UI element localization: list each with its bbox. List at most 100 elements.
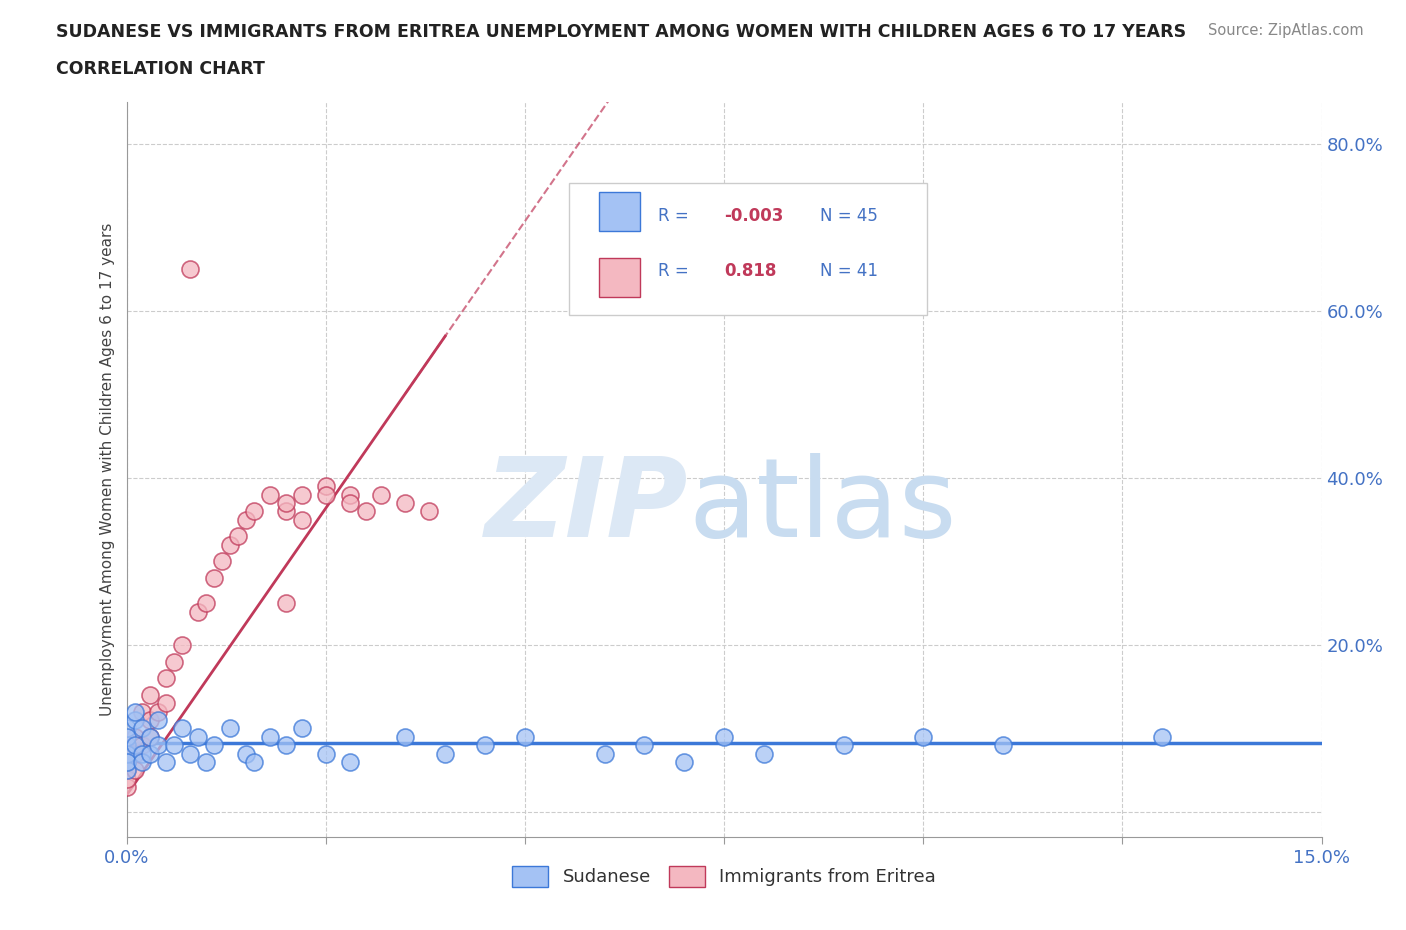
Point xyxy=(291,512,314,527)
Text: Source: ZipAtlas.com: Source: ZipAtlas.com xyxy=(1208,23,1364,38)
Point xyxy=(713,729,735,744)
Point xyxy=(513,729,536,744)
Text: R =: R = xyxy=(658,262,700,280)
Point xyxy=(172,638,194,653)
Point xyxy=(115,737,138,752)
Point xyxy=(202,737,225,752)
Point xyxy=(195,754,218,769)
Point xyxy=(243,754,266,769)
Point xyxy=(912,729,935,744)
Point xyxy=(131,721,153,736)
FancyBboxPatch shape xyxy=(568,183,928,315)
Point xyxy=(115,763,138,777)
Text: atlas: atlas xyxy=(688,453,956,560)
Point xyxy=(1152,729,1174,744)
Legend: Sudanese, Immigrants from Eritrea: Sudanese, Immigrants from Eritrea xyxy=(505,858,943,894)
Point xyxy=(991,737,1014,752)
Point xyxy=(226,529,249,544)
Point xyxy=(274,496,297,511)
Point xyxy=(394,729,416,744)
Point xyxy=(115,754,138,769)
Point xyxy=(673,754,696,769)
Point xyxy=(434,746,457,761)
Point xyxy=(291,721,314,736)
Point xyxy=(115,779,138,794)
Text: -0.003: -0.003 xyxy=(724,207,783,225)
Point xyxy=(202,571,225,586)
Point xyxy=(752,746,775,761)
Point xyxy=(259,487,281,502)
Point xyxy=(339,487,361,502)
Point xyxy=(832,737,855,752)
Point xyxy=(115,737,138,752)
Point xyxy=(418,504,440,519)
Point xyxy=(131,704,153,719)
Point xyxy=(148,737,170,752)
Point xyxy=(593,746,616,761)
Point xyxy=(219,538,242,552)
Point xyxy=(124,737,146,752)
Point xyxy=(131,737,153,752)
Point xyxy=(274,596,297,611)
Point xyxy=(274,504,297,519)
Point xyxy=(179,746,201,761)
Text: 0.818: 0.818 xyxy=(724,262,776,280)
Point xyxy=(163,737,186,752)
Point xyxy=(131,746,153,761)
Text: CORRELATION CHART: CORRELATION CHART xyxy=(56,60,266,78)
Point xyxy=(131,754,153,769)
Text: ZIP: ZIP xyxy=(485,453,688,560)
Point xyxy=(115,721,138,736)
Point xyxy=(315,487,337,502)
Point xyxy=(115,754,138,769)
Point xyxy=(124,746,146,761)
Point xyxy=(139,729,162,744)
Point xyxy=(115,729,138,744)
Point xyxy=(139,687,162,702)
Point xyxy=(195,596,218,611)
Point xyxy=(259,729,281,744)
Point xyxy=(187,604,209,619)
Point xyxy=(155,754,177,769)
Point xyxy=(115,754,138,769)
Point xyxy=(394,496,416,511)
Text: N = 41: N = 41 xyxy=(820,262,877,280)
Y-axis label: Unemployment Among Women with Children Ages 6 to 17 years: Unemployment Among Women with Children A… xyxy=(100,223,115,716)
Point xyxy=(115,771,138,786)
Point xyxy=(124,763,146,777)
Point xyxy=(243,504,266,519)
Point xyxy=(633,737,655,752)
Point xyxy=(291,487,314,502)
Point xyxy=(339,496,361,511)
Point xyxy=(139,712,162,727)
Point xyxy=(124,729,146,744)
Point xyxy=(354,504,377,519)
Point xyxy=(370,487,392,502)
Point xyxy=(235,512,257,527)
Point xyxy=(139,729,162,744)
Point xyxy=(115,746,138,761)
Text: SUDANESE VS IMMIGRANTS FROM ERITREA UNEMPLOYMENT AMONG WOMEN WITH CHILDREN AGES : SUDANESE VS IMMIGRANTS FROM ERITREA UNEM… xyxy=(56,23,1187,41)
Point xyxy=(315,479,337,494)
Text: R =: R = xyxy=(658,207,695,225)
Point xyxy=(235,746,257,761)
Point xyxy=(274,737,297,752)
Point xyxy=(172,721,194,736)
Point xyxy=(211,554,233,569)
Point xyxy=(187,729,209,744)
Point xyxy=(219,721,242,736)
Point xyxy=(139,746,162,761)
Point xyxy=(339,754,361,769)
Point xyxy=(115,763,138,777)
Text: N = 45: N = 45 xyxy=(820,207,877,225)
Point xyxy=(163,654,186,669)
Bar xyxy=(599,193,641,231)
Point xyxy=(124,712,146,727)
Point xyxy=(148,704,170,719)
Point xyxy=(155,671,177,685)
Point xyxy=(179,262,201,277)
Point xyxy=(474,737,496,752)
Bar xyxy=(599,259,641,297)
Point xyxy=(148,712,170,727)
Point xyxy=(155,696,177,711)
